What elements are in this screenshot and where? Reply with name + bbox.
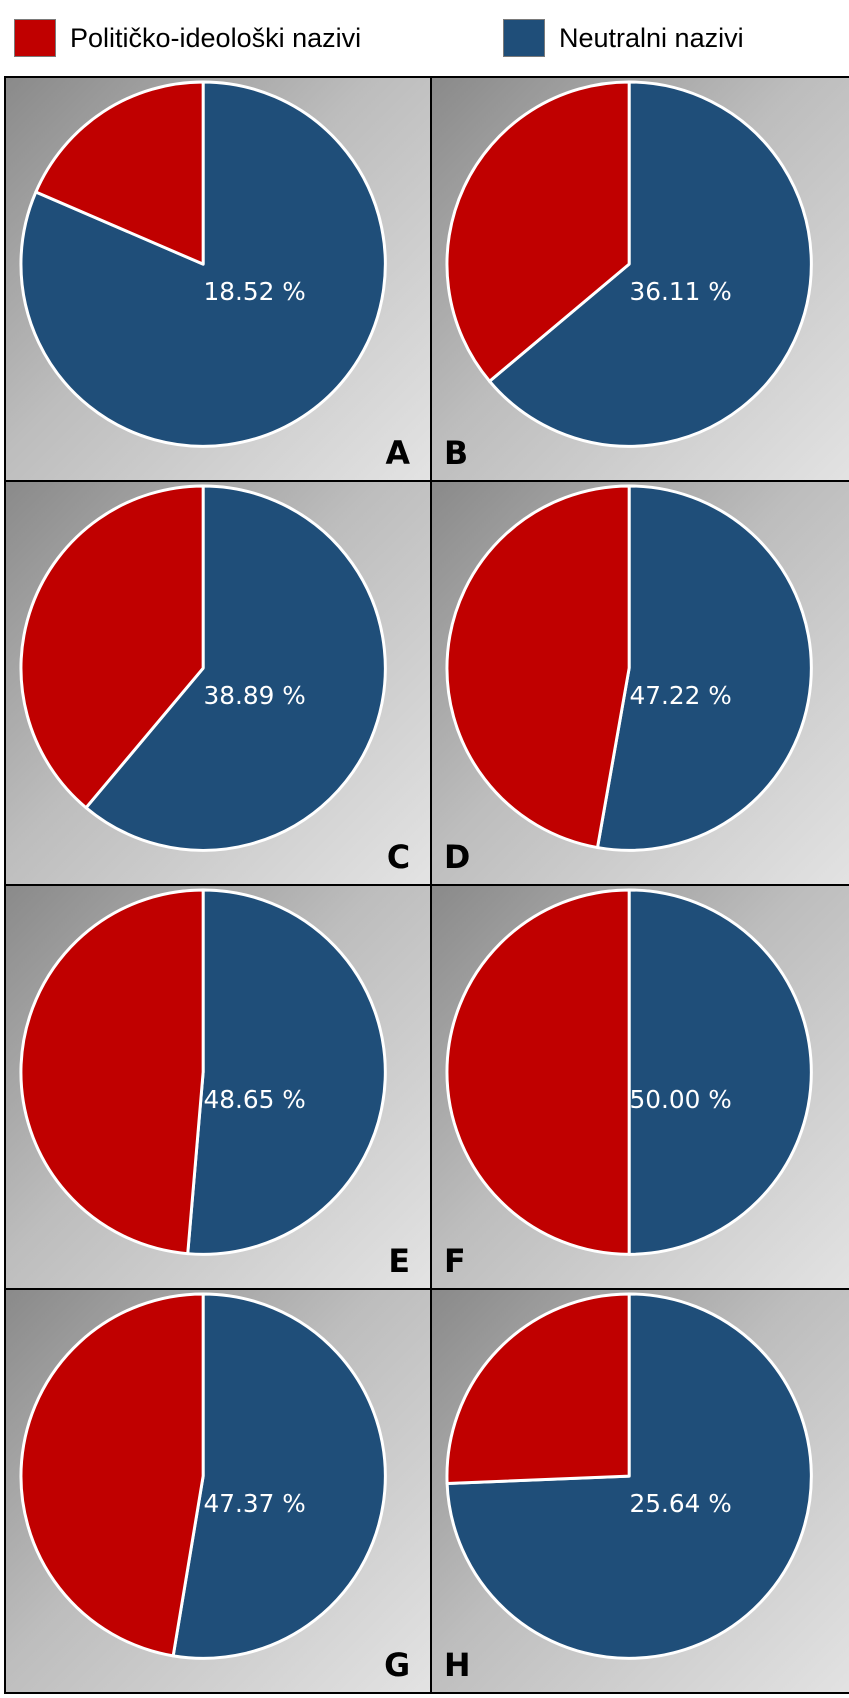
pie-percent-label: 47.37 % <box>204 1489 306 1518</box>
pie-panel-c: 38.89 % C <box>4 480 432 886</box>
pie-chart-b: 36.11 % B <box>444 80 813 472</box>
pie-slice-neutral <box>488 80 813 448</box>
pie-slice-neutral <box>186 888 387 1256</box>
pie-slice-neutral <box>595 484 813 852</box>
legend-label-neutral: Neutralni nazivi <box>559 22 744 53</box>
pie-percent-label: 38.89 % <box>204 681 306 710</box>
pie-slice-political <box>34 80 205 266</box>
pie-percent-label: 18.52 % <box>204 277 306 306</box>
pie-chart-d: 47.22 % D <box>444 484 813 876</box>
legend: Političko-ideološki nazivi Neutralni naz… <box>0 0 849 76</box>
pie-panel-e: 48.65 % E <box>4 884 432 1290</box>
pie-chart-a: 18.52 % A <box>19 80 411 472</box>
pie-slice-political <box>19 888 205 1256</box>
pie-slice-political <box>19 484 205 810</box>
pie-chart-c: 38.89 % C <box>19 484 410 876</box>
pie-panel-a: 18.52 % A <box>4 76 432 482</box>
pie-chart-g: 47.37 % G <box>19 1292 410 1684</box>
pie-slice-political <box>445 888 631 1256</box>
pie-slice-political <box>19 1292 205 1658</box>
legend-item-neutral: Neutralni nazivi <box>503 18 744 58</box>
pie-panel-g: 47.37 % G <box>4 1288 432 1694</box>
pie-panel-b: 36.11 % B <box>430 76 849 482</box>
panel-letter: C <box>387 840 410 876</box>
legend-swatch-political <box>14 19 56 57</box>
pie-panel-d: 47.22 % D <box>430 480 849 886</box>
legend-item-political: Političko-ideološki nazivi <box>14 18 361 58</box>
panel-letter: A <box>386 436 411 472</box>
pie-chart-grid: 18.52 % A 36.11 % B 38.89 % C 47.22 % D 48.65 % E… <box>4 76 849 1698</box>
pie-slice-neutral <box>627 888 813 1256</box>
pie-panel-f: 50.00 % F <box>430 884 849 1290</box>
panel-letter: E <box>388 1244 410 1280</box>
pie-slice-political <box>445 1292 631 1485</box>
panel-letter: F <box>444 1244 466 1280</box>
pie-chart-e: 48.65 % E <box>19 888 410 1280</box>
panel-letter: B <box>444 436 468 472</box>
pie-panel-h: 25.64 % H <box>430 1288 849 1694</box>
pie-slice-political <box>445 484 631 850</box>
panel-letter: D <box>444 840 470 876</box>
pie-slice-political <box>445 80 631 383</box>
pie-percent-label: 36.11 % <box>630 277 732 306</box>
pie-percent-label: 48.65 % <box>204 1085 306 1114</box>
pie-percent-label: 47.22 % <box>630 681 732 710</box>
pie-chart-h: 25.64 % H <box>444 1292 813 1684</box>
pie-slice-neutral <box>84 484 387 852</box>
panel-letter: H <box>444 1648 471 1684</box>
pie-chart-f: 50.00 % F <box>444 888 813 1280</box>
panel-letter: G <box>384 1648 410 1684</box>
pie-slice-neutral <box>171 1292 387 1660</box>
legend-swatch-neutral <box>503 19 545 57</box>
pie-percent-label: 50.00 % <box>630 1085 732 1114</box>
pie-percent-label: 25.64 % <box>630 1489 732 1518</box>
legend-label-political: Političko-ideološki nazivi <box>70 22 362 53</box>
